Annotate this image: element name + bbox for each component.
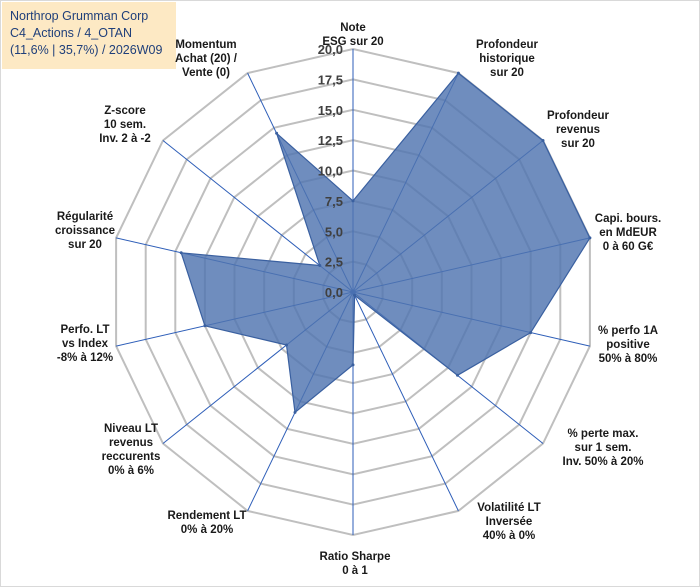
axis-label: reccurents: [102, 451, 161, 463]
axis-label: Rendement LT: [167, 510, 246, 522]
axis-label: Inversée: [486, 516, 533, 528]
performance-week: (11,6% | 35,7%) / 2026W09: [10, 43, 163, 57]
data-point: [353, 293, 357, 297]
tick-label: 12,5: [318, 133, 343, 148]
axis-label: Capi. bours.: [595, 213, 661, 225]
axis-label: Achat (20) /: [175, 53, 238, 65]
portfolio-category: C4_Actions / 4_OTAN: [10, 26, 133, 40]
axis-label: sur 20: [490, 67, 524, 79]
axis-label: Z-score: [104, 105, 146, 117]
tick-label: 15,0: [318, 103, 343, 118]
axis-label: Niveau LT: [104, 423, 158, 435]
tick-label: 10,0: [318, 164, 343, 179]
data-point: [351, 199, 355, 203]
axis-label: 40% à 0%: [483, 530, 535, 542]
axis-label: Inv. 50% à 20%: [563, 456, 644, 468]
axis-label: sur 1 sem.: [575, 442, 632, 454]
axis-label: % perfo 1A: [598, 325, 658, 337]
data-point: [275, 131, 279, 135]
axis-label: Profondeur: [547, 110, 609, 122]
axis-label: 10 sem.: [104, 119, 146, 131]
axis-label: Vente (0): [182, 67, 230, 79]
axis-label: 50% à 80%: [599, 353, 658, 365]
tick-label: 17,5: [318, 72, 343, 87]
data-point: [285, 343, 288, 347]
company-name: Northrop Grumman Corp: [10, 9, 149, 23]
axis-label: 0% à 6%: [108, 465, 154, 477]
company-info-box: Northrop Grumman Corp C4_Actions / 4_OTA…: [2, 2, 176, 69]
axis-label: Volatilité LT: [477, 502, 540, 514]
axis-label: Profondeur: [476, 39, 538, 51]
data-point: [456, 373, 459, 377]
axis-label: Note: [340, 22, 366, 34]
tick-label: 5,0: [325, 224, 343, 239]
axis-label: 0% à 20%: [181, 524, 233, 536]
axis-label: Régularité: [57, 211, 113, 223]
tick-label: 7,5: [325, 194, 343, 209]
axis-label: revenus: [109, 437, 153, 449]
axis-label: positive: [606, 339, 649, 351]
axis-label: Inv. 2 à -2: [99, 133, 151, 145]
axis-label: 0 à 1: [342, 565, 368, 577]
axis-label: historique: [479, 53, 535, 65]
axis-label: 0 à 60 G€: [603, 241, 654, 253]
tick-label: 2,5: [325, 255, 343, 270]
data-point: [203, 324, 207, 328]
data-point: [351, 363, 355, 367]
data-point: [179, 251, 183, 255]
data-point: [529, 331, 533, 335]
data-point: [456, 71, 460, 75]
axis-label: ESG sur 20: [322, 36, 383, 48]
axis-label: sur 20: [561, 138, 595, 150]
data-point: [588, 236, 592, 240]
axis-label: croissance: [55, 225, 115, 237]
data-point: [293, 410, 297, 414]
data-area: [180, 72, 591, 413]
axis-label: Ratio Sharpe: [320, 551, 391, 563]
axis-label: sur 20: [68, 239, 102, 251]
tick-label: 20,0: [318, 42, 343, 57]
axis-label: en MdEUR: [599, 227, 657, 239]
axis-spoke: [352, 291, 459, 512]
data-point: [318, 264, 322, 267]
tick-label: 0,0: [325, 285, 343, 300]
axis-label: -8% à 12%: [57, 352, 113, 364]
axis-label: Perfo. LT: [61, 324, 110, 336]
data-point: [541, 139, 545, 142]
axis-label: revenus: [556, 124, 600, 136]
axis-label: vs Index: [62, 338, 109, 350]
axis-label: % perte max.: [568, 428, 639, 440]
axis-label: Momentum: [175, 39, 236, 51]
